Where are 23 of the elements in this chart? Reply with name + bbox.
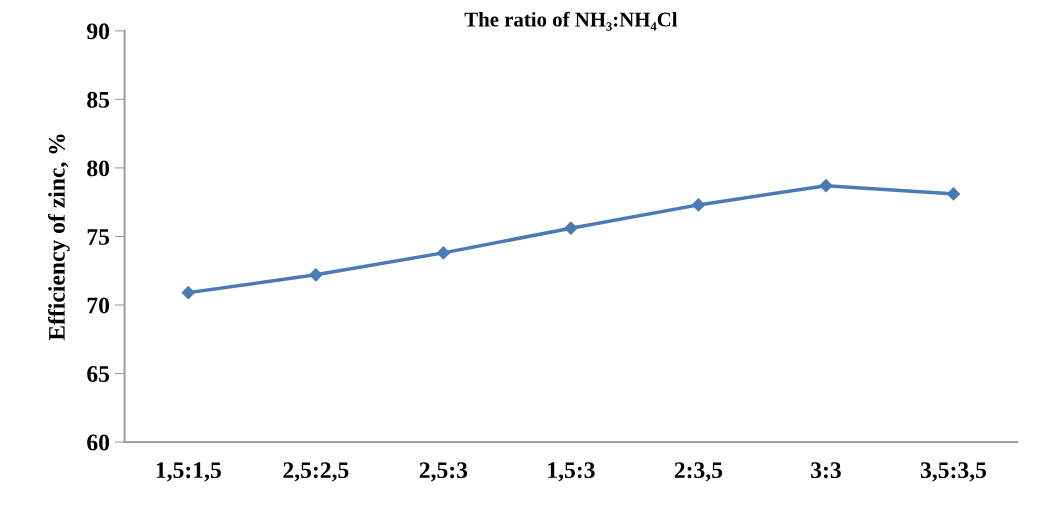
x-tick-label: 1,5:1,5	[156, 462, 221, 482]
y-tick-label: 65	[87, 366, 110, 382]
point	[819, 179, 833, 193]
point	[309, 268, 323, 282]
point	[564, 221, 578, 235]
x-tick-label: 2,5:2,5	[283, 462, 349, 482]
x-tick-label: 3:3	[811, 462, 841, 479]
y-tick-label: 70	[87, 297, 110, 314]
x-tick-label: 2,5:3	[419, 462, 468, 482]
point	[691, 198, 706, 212]
x-tick-label: 1,5:3	[548, 462, 595, 482]
y-tick-label: 90	[87, 23, 110, 40]
point	[946, 187, 961, 201]
y-tick-label: 85	[87, 91, 110, 108]
y-axis-title: Efficiency of zinc, %	[47, 134, 70, 341]
x-tick-label: 2:3,5	[674, 462, 723, 482]
y-tick-label: 80	[87, 160, 110, 177]
point	[436, 246, 450, 260]
chart-title: The ratio of NH₃:NH₄Cl	[464, 11, 678, 31]
y-tick-label: 60	[87, 434, 110, 451]
y-tick-label: 75	[87, 229, 110, 245]
x-tick-label: 3,5:3,5	[920, 462, 987, 482]
point	[181, 286, 195, 300]
